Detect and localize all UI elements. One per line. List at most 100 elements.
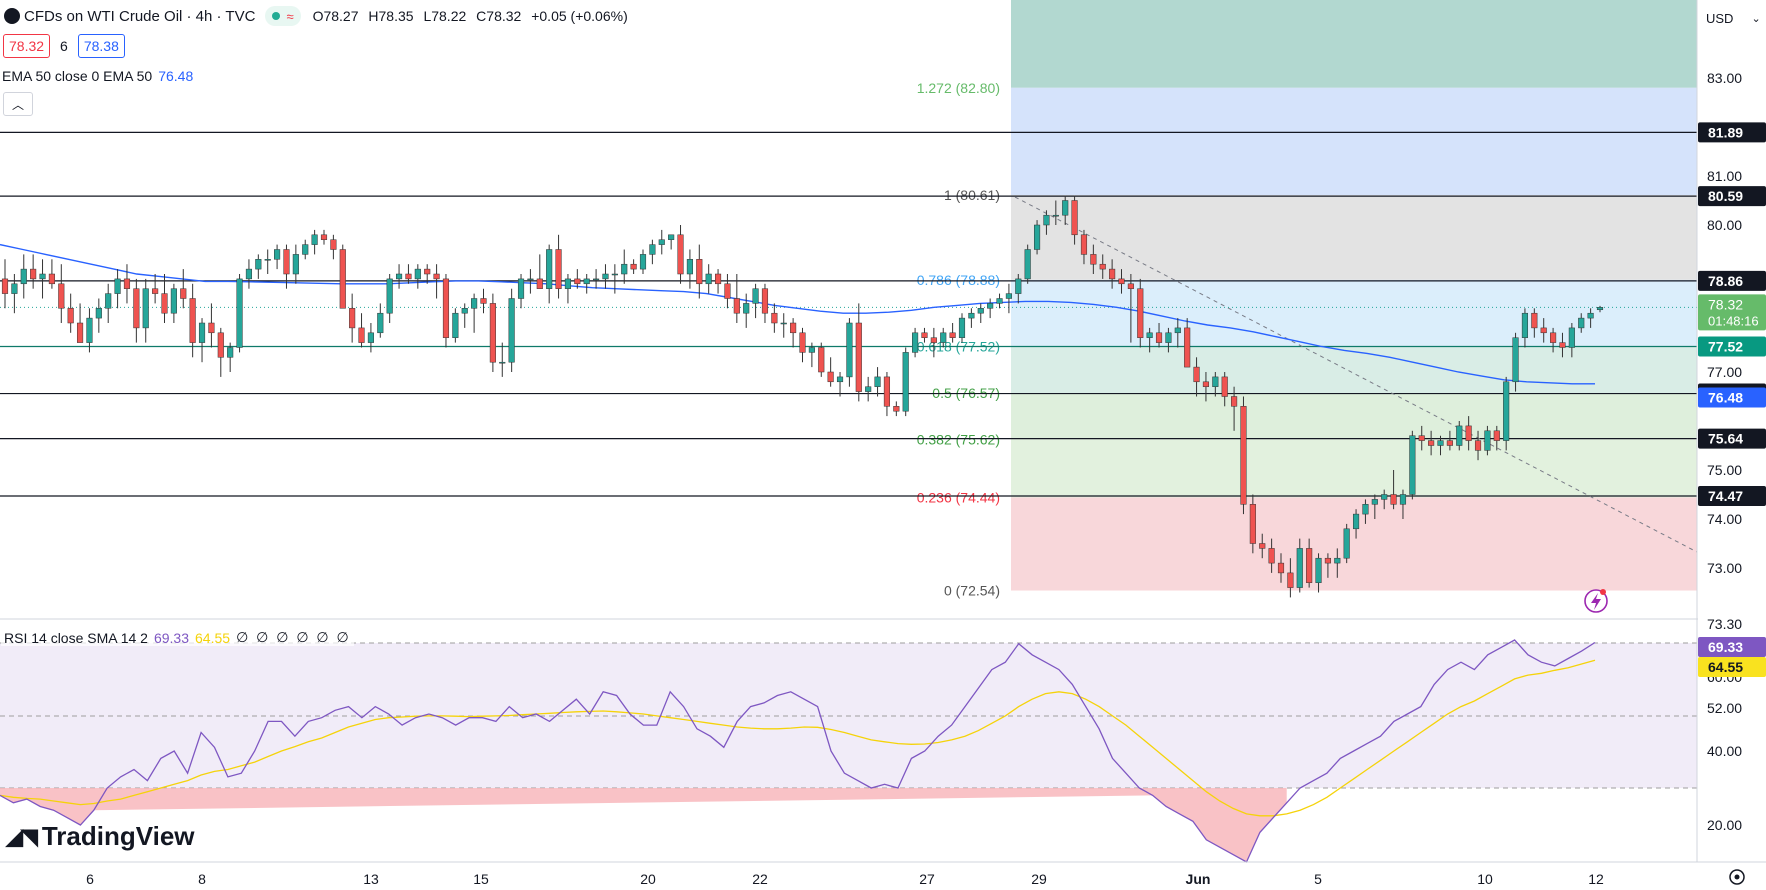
time-axis-tick: 5 xyxy=(1314,871,1322,887)
low-value: L78.22 xyxy=(423,8,467,24)
rsi-legend[interactable]: RSI 14 close SMA 14 2 69.33 64.55 ∅ ∅ ∅ … xyxy=(1,629,354,646)
candle xyxy=(855,303,862,402)
candle xyxy=(1531,308,1538,338)
candle xyxy=(611,264,618,294)
rsi-legend-label: RSI 14 close SMA 14 2 xyxy=(4,629,148,646)
candle-body xyxy=(724,283,731,299)
candle xyxy=(790,318,797,348)
chevron-up-icon: ︿ xyxy=(11,97,24,112)
candle-body xyxy=(58,283,65,309)
candle-body xyxy=(1268,548,1275,564)
candle xyxy=(1146,327,1153,353)
ema-legend-label: EMA 50 close 0 EMA 50 xyxy=(2,68,153,84)
candle xyxy=(245,259,253,289)
trendline xyxy=(1014,196,1698,553)
candle xyxy=(20,254,27,299)
candle-body xyxy=(658,239,665,245)
candle-body xyxy=(245,268,253,280)
candle xyxy=(433,264,440,299)
fib-zone xyxy=(1011,279,1697,347)
symbol-title[interactable]: CFDs on WTI Crude Oil · 4h · TVC xyxy=(24,7,256,25)
candle xyxy=(836,372,844,397)
candle xyxy=(508,288,515,372)
candle-body xyxy=(302,244,309,255)
lightning-icon[interactable] xyxy=(1584,589,1608,613)
candle-body xyxy=(255,259,262,270)
candle-body xyxy=(733,298,740,314)
candle xyxy=(743,293,750,328)
sell-price-button[interactable]: 78.32 xyxy=(3,34,51,58)
candle xyxy=(1568,323,1575,358)
candle xyxy=(1399,489,1407,519)
candle xyxy=(921,327,928,343)
candle xyxy=(808,342,815,368)
rsi-sma-line xyxy=(0,659,1596,817)
candle xyxy=(1080,229,1088,265)
tradingview-logo[interactable]: ◢◥ TradingView xyxy=(6,821,195,852)
candle xyxy=(302,239,309,260)
time-axis-tick: 10 xyxy=(1477,871,1493,887)
candle xyxy=(1184,318,1191,368)
candle-body xyxy=(1193,366,1200,383)
candle-body xyxy=(20,268,27,285)
candle xyxy=(471,293,478,333)
candle-body xyxy=(133,288,140,329)
fib-zone xyxy=(1011,346,1697,394)
candle xyxy=(1409,430,1416,500)
candle-body xyxy=(30,268,37,280)
candle-body xyxy=(996,298,1003,304)
candle xyxy=(780,313,787,338)
rsi-value-label: 69.33 xyxy=(1708,639,1743,655)
candle xyxy=(133,278,140,343)
rsi-legend-zeros: ∅ ∅ ∅ ∅ ∅ ∅ xyxy=(236,629,351,645)
candle-body xyxy=(771,312,778,324)
candle xyxy=(574,269,581,289)
candle-body xyxy=(1231,396,1238,407)
candle-body xyxy=(264,259,271,261)
candle-body xyxy=(274,249,281,260)
candle xyxy=(602,264,609,289)
currency-selector[interactable]: USD ⌄ xyxy=(1702,6,1766,30)
candle xyxy=(227,342,234,372)
spread-value: 6 xyxy=(60,38,68,54)
candle-body xyxy=(668,234,675,240)
candle xyxy=(1277,553,1285,583)
candle-body xyxy=(1005,293,1012,299)
candle xyxy=(1118,269,1125,294)
candle xyxy=(940,327,947,348)
candle-body xyxy=(527,278,534,281)
ema-legend[interactable]: EMA 50 close 0 EMA 50 76.48 xyxy=(2,68,193,84)
candle xyxy=(114,269,121,309)
candle-body xyxy=(1587,312,1594,319)
candle xyxy=(1165,327,1172,353)
candle-body xyxy=(1146,332,1153,338)
candle-body xyxy=(489,303,496,363)
candle xyxy=(1071,195,1078,245)
candle xyxy=(1062,195,1069,225)
candle xyxy=(1352,509,1360,539)
rsi-sma-tag xyxy=(1698,657,1766,677)
collapse-legend-button[interactable]: ︿ xyxy=(3,92,33,116)
candle xyxy=(274,244,281,270)
candle xyxy=(912,327,919,358)
market-status-badge[interactable]: ≈ xyxy=(265,6,301,26)
candle-body xyxy=(1071,200,1078,236)
candle-body xyxy=(912,332,919,353)
candle xyxy=(152,274,159,304)
candle-body xyxy=(958,317,966,338)
buy-price-button[interactable]: 78.38 xyxy=(77,34,125,58)
candle-body xyxy=(217,332,224,358)
candle xyxy=(1043,210,1050,235)
candle-body xyxy=(555,249,562,289)
gear-icon[interactable] xyxy=(1729,869,1745,885)
rsi-line xyxy=(0,639,1596,863)
price-axis-tick: 74.00 xyxy=(1707,511,1742,527)
candle-body xyxy=(855,322,862,392)
time-axis-tick: 6 xyxy=(86,871,94,887)
candle-body xyxy=(968,312,975,319)
open-value: O78.27 xyxy=(312,8,359,24)
candle-body xyxy=(602,273,609,280)
ema-price-label: 76.48 xyxy=(1708,389,1743,405)
candle xyxy=(255,254,262,279)
